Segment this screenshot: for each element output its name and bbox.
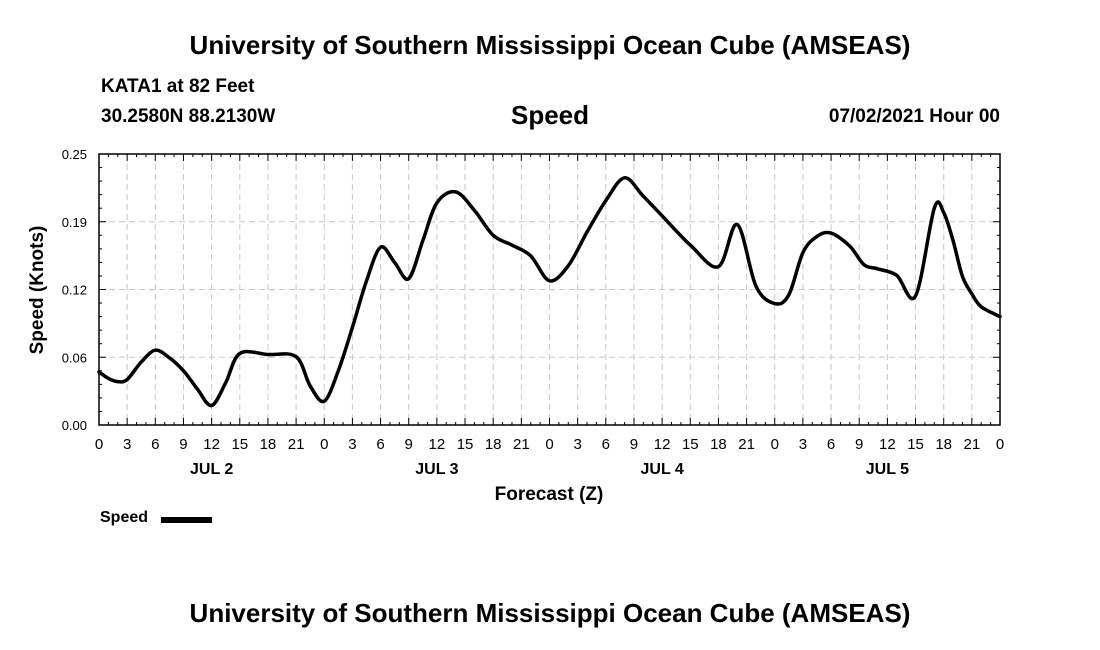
forecast-date: 07/02/2021 Hour 00: [828, 106, 1000, 127]
y-axis-ticks: 0.00 0.06 0.12 0.19 0.25: [62, 147, 1000, 433]
series-layer: [97, 176, 1002, 408]
x-axis-label: Forecast (Z): [495, 484, 604, 505]
x-tick-label: 0: [320, 436, 328, 453]
x-tick-label: 18: [710, 436, 727, 453]
y-tick-label: 0.12: [62, 283, 87, 298]
x-tick-label: 0: [95, 436, 103, 453]
x-tick-label: 3: [799, 436, 807, 453]
station-coordinates: 30.2580N 88.2130W: [101, 106, 276, 127]
x-tick-label: 21: [513, 436, 530, 453]
x-tick-label: 6: [151, 436, 159, 453]
x-tick-label: 18: [260, 436, 277, 453]
x-tick-label: 9: [855, 436, 863, 453]
speed-chart: 0 3 6 9 12 15 18 21 0 3 6 9 12 15 18 21 0 3 6 9 12 15 18 21 0 3 6 9…: [27, 147, 1004, 505]
variable-title: Speed: [510, 100, 590, 130]
x-tick-label: 21: [964, 436, 981, 453]
x-tick-label: 0: [771, 436, 779, 453]
y-tick-label: 0.00: [62, 418, 87, 433]
day-label: JUL 2: [190, 461, 233, 478]
x-tick-label: 12: [879, 436, 896, 453]
x-tick-label: 9: [405, 436, 413, 453]
x-axis-ticks: 0 3 6 9 12 15 18 21 0 3 6 9 12 15 18 21 0 3 6 9 12 15 18 21 0 3 6 9…: [95, 154, 1004, 478]
x-tick-label: 21: [288, 436, 305, 453]
y-tick-label: 0.25: [62, 147, 87, 162]
x-tick-label: 0: [545, 436, 553, 453]
x-tick-label: 18: [485, 436, 502, 453]
y-tick-label: 0.19: [62, 215, 87, 230]
x-tick-label: 3: [123, 436, 131, 453]
x-tick-label: 6: [602, 436, 610, 453]
day-label: JUL 3: [415, 461, 458, 478]
x-tick-label: 6: [827, 436, 835, 453]
x-tick-label: 15: [457, 436, 474, 453]
chart-footer-title: University of Southern Mississippi Ocean…: [189, 598, 911, 628]
legend-swatch: [161, 517, 212, 523]
x-tick-label: 18: [935, 436, 952, 453]
legend-label: Speed: [100, 509, 149, 526]
x-tick-label: 3: [348, 436, 356, 453]
x-tick-label: 9: [179, 436, 187, 453]
x-tick-label: 21: [738, 436, 755, 453]
x-tick-label: 3: [573, 436, 581, 453]
x-tick-label: 15: [907, 436, 924, 453]
y-tick-label: 0.06: [62, 350, 87, 365]
x-tick-label: 9: [630, 436, 638, 453]
x-tick-label: 6: [376, 436, 384, 453]
grid-lines: [99, 154, 1000, 425]
x-tick-label: 12: [429, 436, 446, 453]
chart-main-title: University of Southern Mississippi Ocean…: [189, 30, 911, 60]
y-axis-label: Speed (Knots): [27, 226, 48, 355]
day-label: JUL 4: [640, 461, 683, 478]
x-tick-label: 0: [996, 436, 1004, 453]
x-tick-label: 12: [203, 436, 220, 453]
x-tick-label: 15: [682, 436, 699, 453]
x-tick-label: 12: [654, 436, 671, 453]
day-label: JUL 5: [866, 461, 909, 478]
series-line-speed: [97, 176, 1002, 408]
x-tick-label: 15: [231, 436, 248, 453]
station-label: KATA1 at 82 Feet: [101, 76, 255, 97]
